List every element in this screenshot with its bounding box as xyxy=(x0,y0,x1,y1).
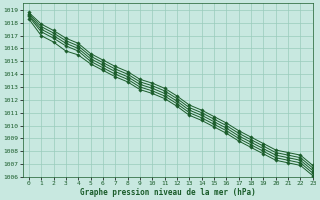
X-axis label: Graphe pression niveau de la mer (hPa): Graphe pression niveau de la mer (hPa) xyxy=(80,188,256,197)
